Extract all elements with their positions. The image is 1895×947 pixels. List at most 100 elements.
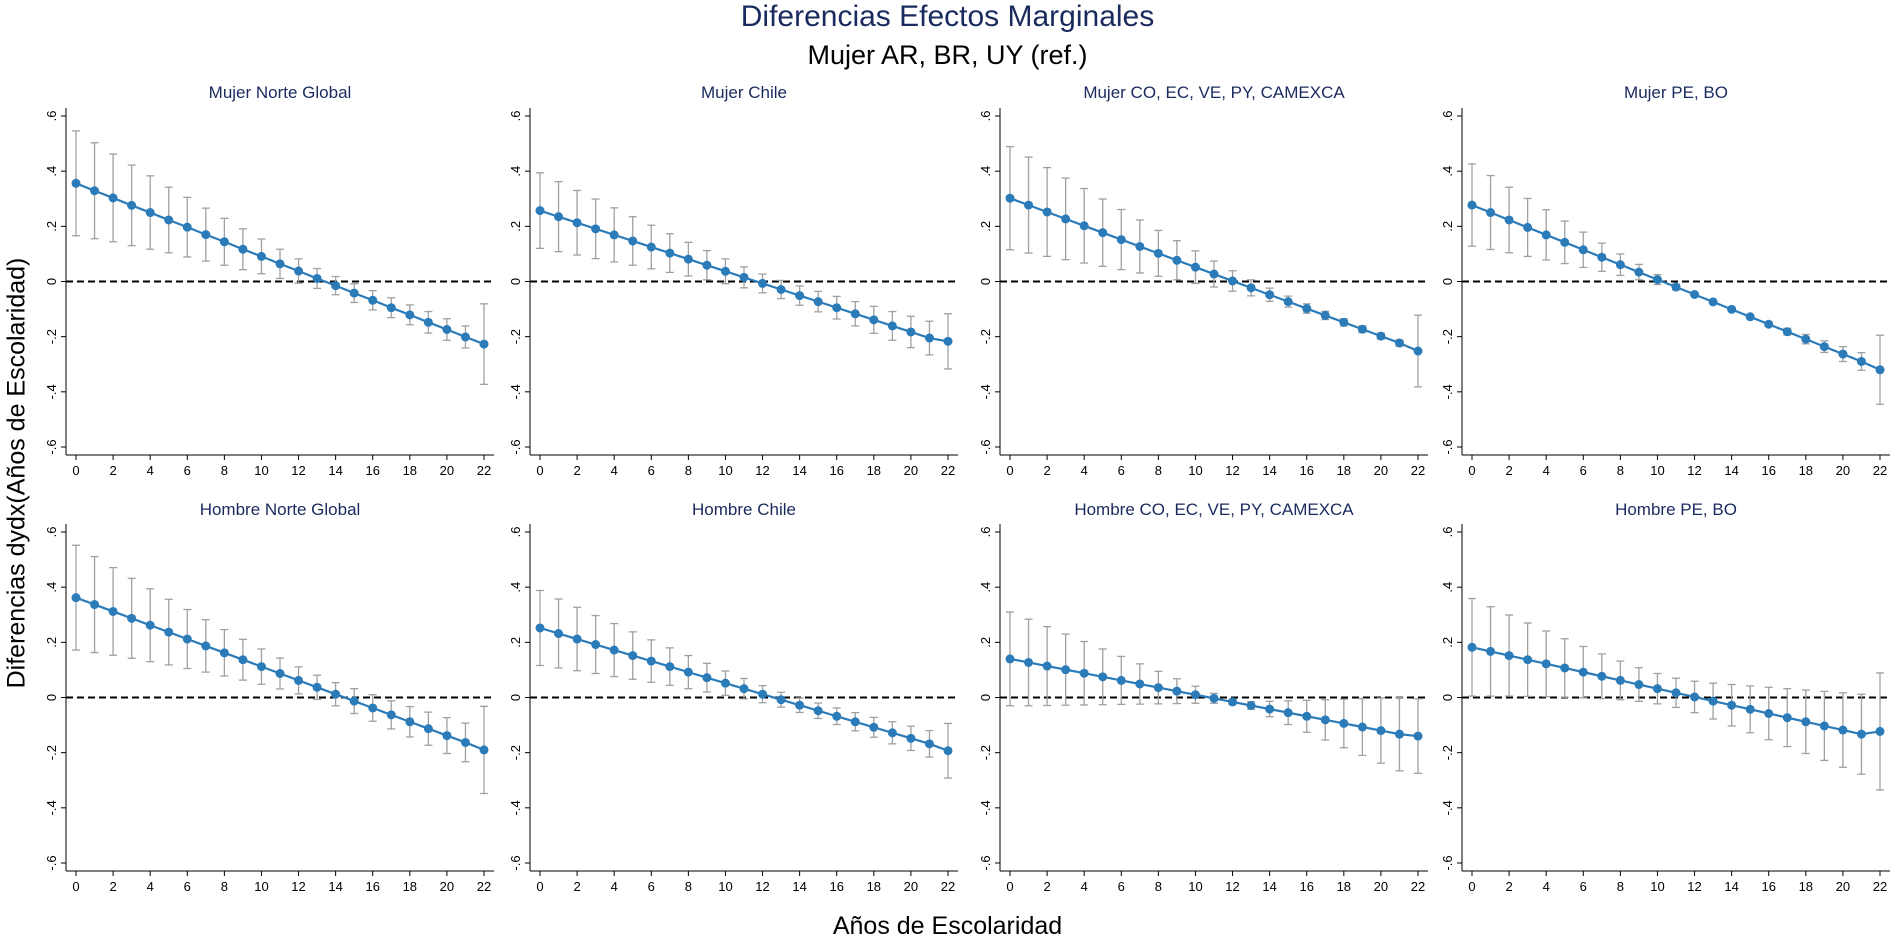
data-point [1690, 692, 1700, 702]
data-point [1708, 297, 1718, 307]
x-tick-label: 22 [1873, 463, 1887, 478]
data-point [331, 281, 341, 291]
data-point [1671, 688, 1681, 698]
data-point [1172, 686, 1182, 696]
data-point [256, 662, 266, 672]
data-point [1634, 267, 1644, 277]
data-point [795, 700, 805, 710]
x-tick-label: 6 [1118, 879, 1125, 894]
data-point [1745, 312, 1755, 322]
data-point [1246, 700, 1256, 710]
x-tick-label: 12 [1687, 463, 1701, 478]
y-tick-label: .2 [978, 221, 993, 232]
data-point [1467, 642, 1477, 652]
x-tick-label: 8 [1617, 463, 1624, 478]
panel-7: Hombre CO, EC, VE, PY, CAMEXCA .6 .4 .2 0 -.2… [978, 500, 1428, 894]
y-tick-label: -.4 [508, 800, 523, 815]
data-point [442, 324, 452, 334]
data-point [665, 662, 675, 672]
data-point [1782, 713, 1792, 723]
data-point [1283, 708, 1293, 718]
y-tick-label: -.4 [508, 384, 523, 399]
x-tick-label: 22 [941, 879, 955, 894]
data-point [1228, 276, 1238, 286]
x-tick-label: 2 [573, 463, 580, 478]
data-point [1042, 207, 1052, 217]
x-tick-label: 4 [1543, 463, 1550, 478]
data-point [1727, 304, 1737, 314]
x-tick-label: 16 [1299, 879, 1313, 894]
data-point [182, 222, 192, 232]
x-axis-label: Años de Escolaridad [832, 912, 1063, 940]
figure-title: Diferencias Efectos Marginales [740, 0, 1155, 33]
data-point [1320, 310, 1330, 320]
x-tick-label: 4 [611, 879, 618, 894]
data-point [294, 266, 304, 276]
x-tick-label: 2 [1505, 879, 1512, 894]
data-point [275, 669, 285, 679]
data-point [1172, 255, 1182, 265]
x-tick-label: 20 [440, 463, 454, 478]
data-point [702, 260, 712, 270]
y-tick-label: -.6 [1440, 855, 1455, 870]
data-point [683, 254, 693, 264]
x-tick-label: 22 [1411, 879, 1425, 894]
y-tick-label: .6 [44, 527, 59, 538]
data-point [1190, 262, 1200, 272]
y-tick-label: .2 [1440, 221, 1455, 232]
data-point [1394, 729, 1404, 739]
x-tick-label: 18 [867, 463, 881, 478]
x-tick-label: 16 [1761, 879, 1775, 894]
data-point [1061, 665, 1071, 675]
panel-title: Hombre PE, BO [1615, 500, 1737, 519]
y-tick-label: .4 [978, 166, 993, 177]
data-point [943, 336, 953, 346]
x-tick-label: 10 [1188, 879, 1202, 894]
data-point [906, 733, 916, 743]
data-point [1819, 342, 1829, 352]
data-point [1523, 655, 1533, 665]
data-point [108, 193, 118, 203]
data-point [1727, 700, 1737, 710]
data-point [1209, 693, 1219, 703]
data-point [591, 224, 601, 234]
data-point [1135, 679, 1145, 689]
panel-4: Mujer PE, BO .6 .4 .2 0 -.2 -.4 -.6 0 2 4 6 8 10 12 14 1… [1440, 83, 1890, 478]
y-tick-label: .6 [44, 111, 59, 122]
data-point [1079, 221, 1089, 231]
x-tick-label: 6 [1580, 879, 1587, 894]
x-tick-label: 14 [1262, 463, 1276, 478]
data-point [182, 634, 192, 644]
data-point [1153, 683, 1163, 693]
data-point [1486, 646, 1496, 656]
data-point [1560, 237, 1570, 247]
data-point [739, 684, 749, 694]
x-tick-label: 18 [1337, 879, 1351, 894]
y-tick-label: -.6 [1440, 439, 1455, 454]
data-point [1209, 269, 1219, 279]
y-tick-label: -.2 [978, 329, 993, 344]
x-tick-label: 10 [1650, 879, 1664, 894]
x-tick-label: 14 [1724, 463, 1738, 478]
y-tick-label: -.6 [44, 439, 59, 454]
x-tick-label: 2 [109, 879, 116, 894]
x-tick-label: 22 [1411, 463, 1425, 478]
x-tick-label: 18 [867, 879, 881, 894]
data-point [1153, 248, 1163, 258]
data-point [1523, 222, 1533, 232]
y-tick-label: .4 [1440, 166, 1455, 177]
data-point [460, 332, 470, 342]
y-tick-label: 0 [1440, 694, 1455, 701]
panel-title: Mujer PE, BO [1624, 83, 1728, 102]
data-point [127, 200, 137, 210]
data-point [1782, 327, 1792, 337]
x-tick-label: 22 [477, 463, 491, 478]
data-point [1061, 214, 1071, 224]
data-point [591, 640, 601, 650]
y-tick-label: .4 [1440, 582, 1455, 593]
data-point [572, 218, 582, 228]
panel-title: Hombre Chile [692, 500, 796, 519]
data-point [1615, 260, 1625, 270]
x-tick-label: 10 [1188, 463, 1202, 478]
data-point [1578, 245, 1588, 255]
